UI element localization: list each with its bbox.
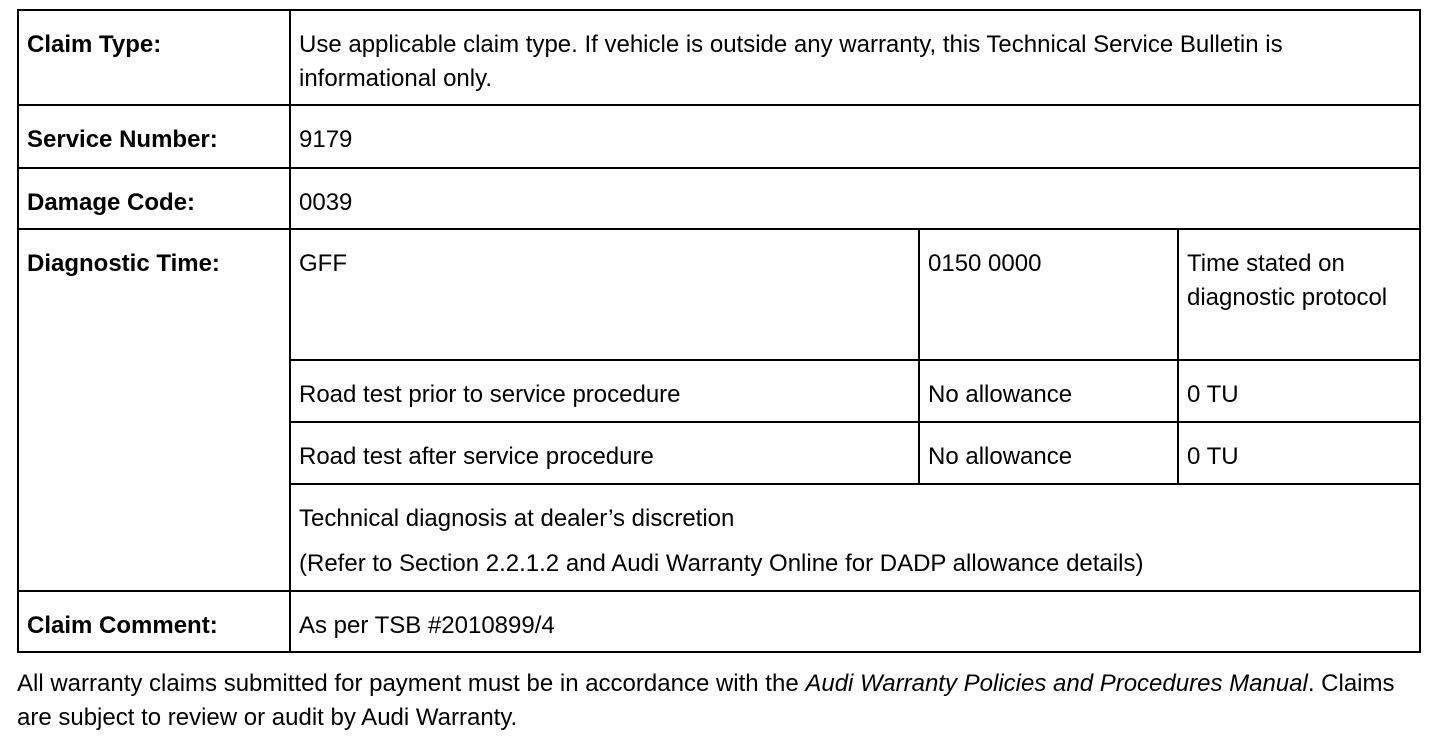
table-row: Road test prior to service procedure No … [18, 359, 1421, 423]
service-number-label: Service Number: [17, 104, 291, 169]
diag-code: No allowance [918, 421, 1179, 485]
row-claim-type: Claim Type: Use applicable claim type. I… [17, 9, 1421, 106]
service-number-value: 9179 [289, 104, 1421, 169]
damage-code-value: 0039 [289, 167, 1421, 230]
diagnostic-time-label: Diagnostic Time: [17, 228, 291, 592]
diag-code: 0150 0000 [918, 228, 1179, 361]
diag-note-line1: Technical diagnosis at dealer’s discreti… [299, 505, 735, 532]
claim-comment-value: As per TSB #2010899/4 [289, 590, 1421, 653]
claim-type-label: Claim Type: [17, 9, 291, 106]
table-row: Road test after service procedure No all… [18, 421, 1421, 485]
row-damage-code: Damage Code: 0039 [17, 167, 1421, 230]
diag-description: GFF [289, 228, 920, 361]
diag-note-row: Technical diagnosis at dealer’s discreti… [18, 483, 1421, 592]
table-row: Diagnostic Time: GFF 0150 0000 Time stat… [17, 228, 1421, 592]
diag-code: No allowance [918, 359, 1179, 423]
diag-time: Time stated on diagnostic protocol [1177, 228, 1421, 361]
claim-comment-label: Claim Comment: [17, 590, 291, 653]
row-service-number: Service Number: 9179 [17, 104, 1421, 169]
warranty-table: Claim Type: Use applicable claim type. I… [17, 9, 1421, 653]
claim-type-value: Use applicable claim type. If vehicle is… [289, 9, 1421, 106]
diag-note: Technical diagnosis at dealer’s discreti… [289, 483, 1421, 592]
manual-title: Audi Warranty Policies and Procedures Ma… [805, 670, 1308, 697]
diag-time: 0 TU [1177, 359, 1421, 423]
damage-code-label: Damage Code: [17, 167, 291, 230]
footer-note: All warranty claims submitted for paymen… [17, 667, 1427, 735]
footer-text-before: All warranty claims submitted for paymen… [17, 670, 806, 697]
diag-time: 0 TU [1177, 421, 1421, 485]
diag-description: Road test prior to service procedure [289, 359, 920, 423]
row-claim-comment: Claim Comment: As per TSB #2010899/4 [17, 590, 1421, 653]
diag-note-line2: (Refer to Section 2.2.1.2 and Audi Warra… [299, 550, 1144, 577]
footer-text-after: . Claims are subject to review or audit … [17, 670, 1395, 731]
diag-description: Road test after service procedure [289, 421, 920, 485]
